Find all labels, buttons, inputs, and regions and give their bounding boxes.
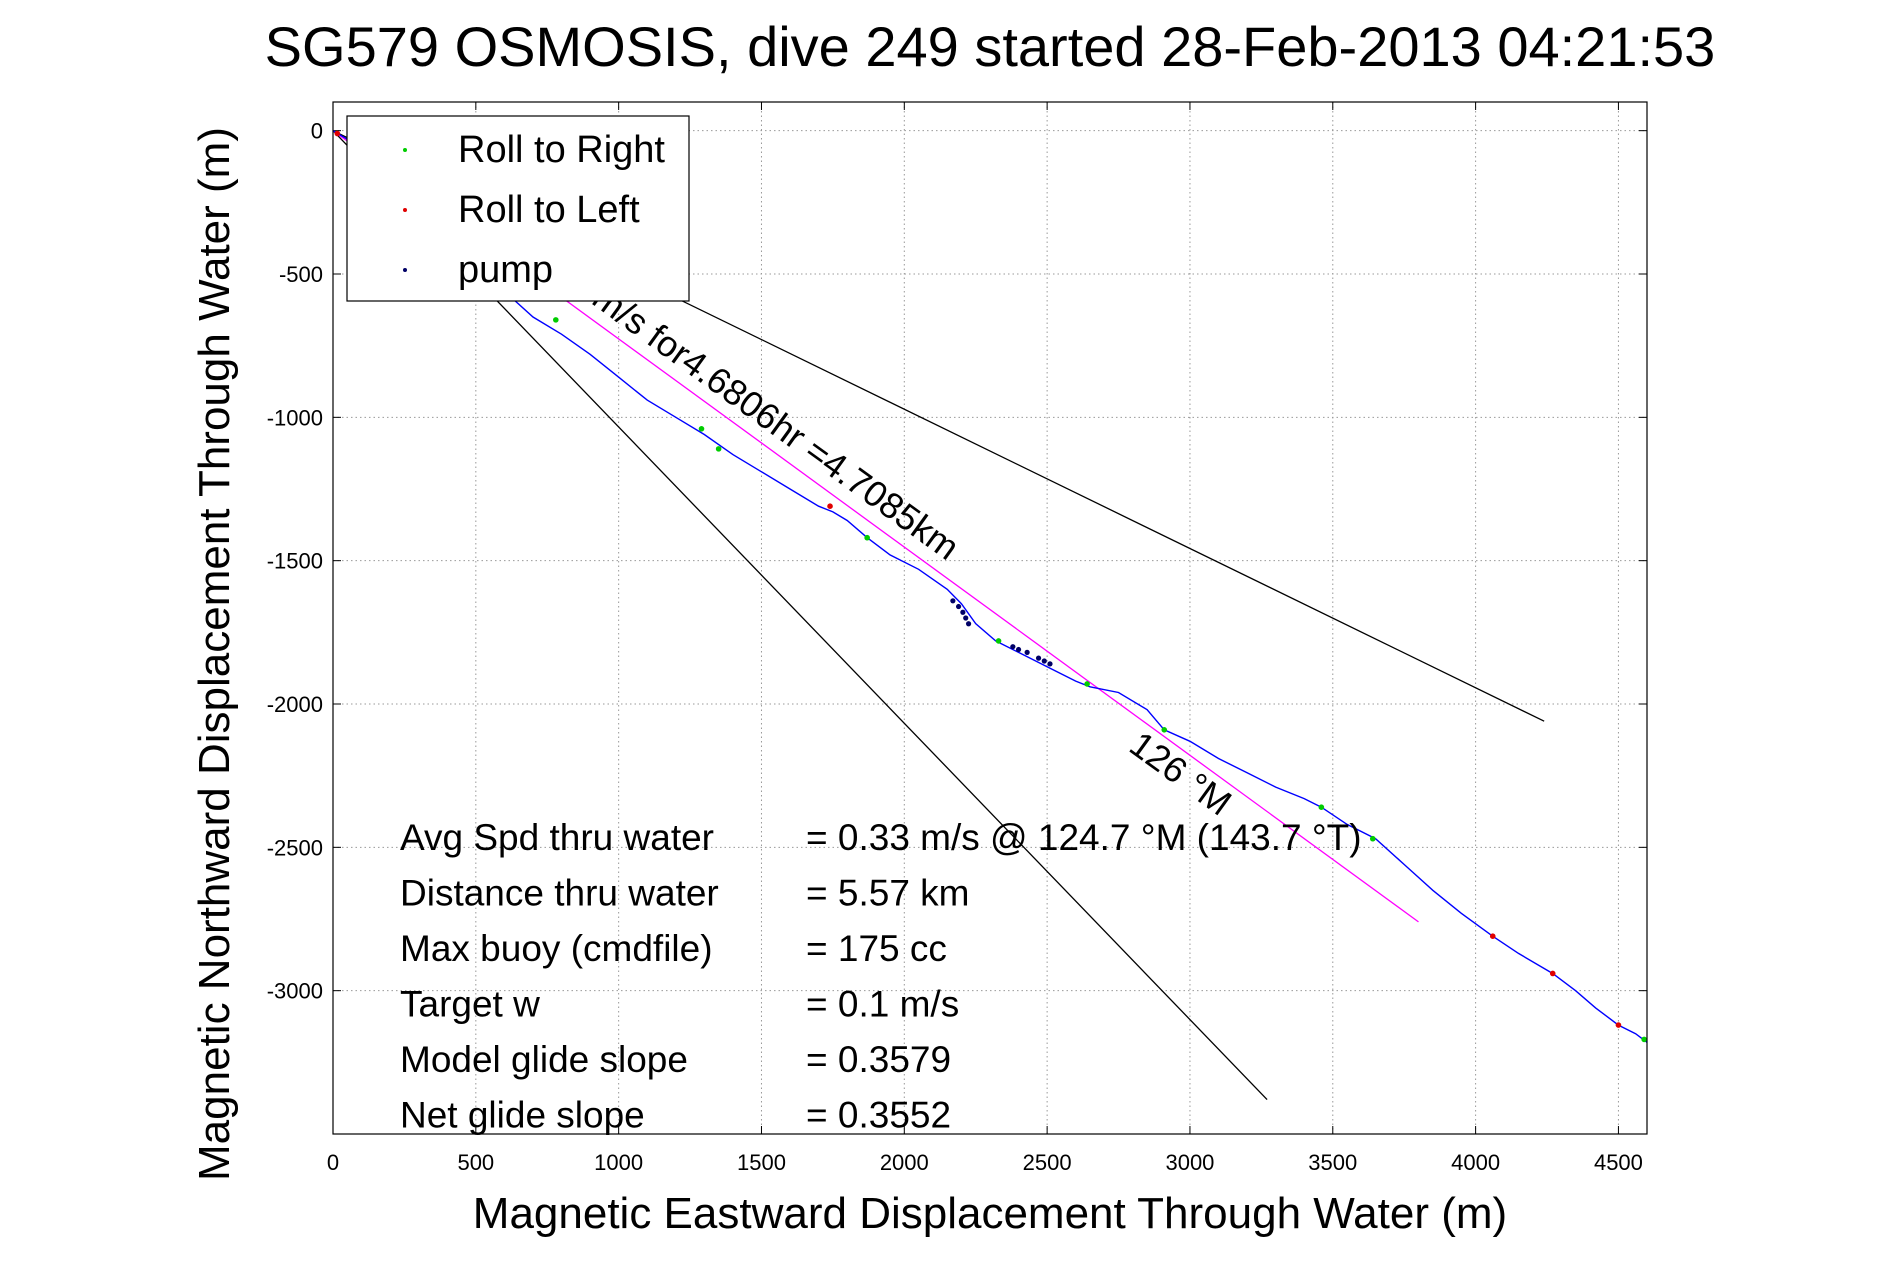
y-tick-label: -2000 (267, 692, 323, 717)
x-axis-title: Magnetic Eastward Displacement Through W… (473, 1189, 1507, 1238)
pump-marker (955, 603, 962, 610)
pump-marker (1041, 658, 1047, 664)
legend-marker (403, 148, 407, 152)
stat-value: = 5.57 km (806, 873, 970, 914)
pump-marker (960, 609, 966, 615)
pump-marker (1035, 655, 1042, 661)
pump-marker (1010, 644, 1016, 650)
x-tick-label: 2000 (880, 1150, 929, 1175)
y-tick-label: -500 (279, 262, 323, 287)
roll-left-marker (1489, 933, 1496, 939)
roll-right-marker (1369, 835, 1376, 842)
legend: Roll to Right Roll to Left pump (346, 115, 690, 302)
roll-right-marker (553, 317, 559, 323)
y-tick-label: 0 (311, 119, 323, 144)
stat-label: Avg Spd thru water (400, 817, 714, 858)
roll-right-marker (995, 638, 1002, 644)
stat-label: Net glide slope (400, 1095, 645, 1136)
x-tick-label: 3000 (1165, 1150, 1214, 1175)
x-tick-label: 1000 (594, 1150, 643, 1175)
stat-label: Target w (400, 984, 540, 1025)
stat-value: = 0.3552 (806, 1095, 951, 1136)
stat-value: = 0.1 m/s (806, 984, 959, 1025)
pump-marker (950, 598, 956, 604)
pump-marker (965, 621, 972, 627)
roll-left-marker (1615, 1022, 1622, 1028)
y-tick-label: -1000 (267, 405, 323, 430)
x-tick-label: 3500 (1308, 1150, 1357, 1175)
roll-right-marker (698, 426, 705, 432)
stat-value: = 0.33 m/s @ 124.7 °M (143.7 °T) (806, 817, 1362, 858)
stat-value: = 0.3579 (806, 1039, 951, 1080)
roll-right-marker (1161, 727, 1168, 733)
stat-label: Distance thru water (400, 873, 719, 914)
legend-marker (403, 268, 407, 272)
stat-value: = 175 cc (806, 928, 947, 969)
axes-frame (332, 101, 1648, 1135)
pump-marker (1047, 661, 1053, 667)
dive-track-line (333, 130, 1647, 1043)
annotation-2: 126 °M (1122, 723, 1239, 823)
roll-right-marker (1084, 681, 1090, 687)
x-tick-label: 500 (457, 1150, 494, 1175)
x-tick-label: 2500 (1023, 1150, 1072, 1175)
legend-label: Roll to Left (458, 189, 640, 231)
x-tick-label: 4000 (1451, 1150, 1500, 1175)
roll-left-marker (827, 503, 833, 510)
legend-label: Roll to Right (458, 129, 665, 171)
y-tick-label: -1500 (267, 549, 323, 574)
stat-label: Model glide slope (400, 1039, 688, 1080)
roll-left-marker (1549, 970, 1556, 977)
annotation-1: m/s for4.6806hr =4.7085km (585, 276, 966, 568)
y-tick-label: -2500 (267, 835, 323, 860)
y-tick-label: -3000 (267, 979, 323, 1004)
pump-marker (1024, 649, 1030, 656)
legend-label: pump (458, 249, 553, 291)
x-tick-label: 1500 (737, 1150, 786, 1175)
stat-label: Max buoy (cmdfile) (400, 928, 713, 969)
legend-marker (403, 208, 407, 212)
roll-right-marker (1641, 1036, 1647, 1043)
x-tick-label: 0 (327, 1150, 339, 1175)
roll-right-marker (864, 534, 870, 541)
roll-right-marker (1318, 804, 1325, 810)
roll-left-marker (334, 130, 341, 137)
y-axis-title: Magnetic Northward Displacement Through … (190, 127, 239, 1181)
pump-marker (963, 615, 969, 621)
x-tick-label: 4500 (1594, 1150, 1643, 1175)
chart-title: SG579 OSMOSIS, dive 249 started 28-Feb-2… (265, 15, 1716, 78)
pump-marker (1015, 646, 1022, 653)
stats-block: Avg Spd thru water = 0.33 m/s @ 124.7 °M … (400, 817, 1362, 1136)
roll-right-marker (715, 446, 722, 452)
